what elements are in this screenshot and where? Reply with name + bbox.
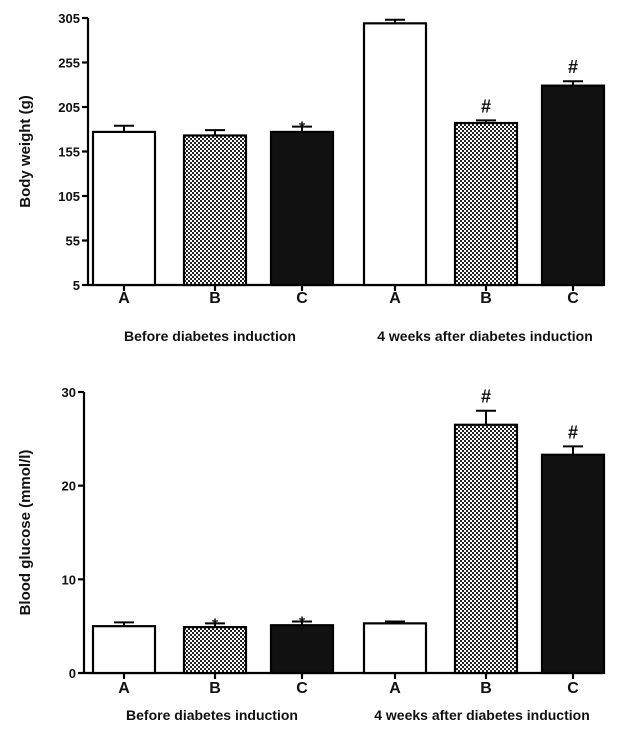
significance-marker: # <box>568 422 578 442</box>
x-category-label: A <box>118 680 130 697</box>
y-tick-label: 30 <box>62 385 76 400</box>
bar-2-B <box>453 121 519 287</box>
bar-1-B <box>182 626 248 675</box>
y-axis-label: Body weight (g) <box>17 95 34 208</box>
bar-2-C <box>540 84 606 287</box>
y-tick-label: 10 <box>62 572 76 587</box>
y-tick-label: 305 <box>58 11 80 26</box>
y-tick-label: 0 <box>69 666 76 681</box>
group-label: 4 weeks after diabetes induction <box>374 707 590 723</box>
x-category-label: B <box>480 680 492 697</box>
significance-marker: # <box>481 387 491 407</box>
x-category-label: B <box>209 290 221 307</box>
y-tick-label: 55 <box>66 234 80 249</box>
bar-2-B <box>453 423 519 675</box>
y-tick-label: 5 <box>73 278 80 293</box>
group-label: 4 weeks after diabetes induction <box>377 328 593 344</box>
y-tick-label: 205 <box>58 100 80 115</box>
y-tick-label: 155 <box>58 145 80 160</box>
y-tick-label: 20 <box>62 479 76 494</box>
group-label: Before diabetes induction <box>126 707 298 723</box>
bar-1-C <box>269 624 335 675</box>
x-category-label: A <box>389 290 401 307</box>
x-category-label: B <box>209 680 221 697</box>
bar-2-A <box>362 22 428 287</box>
bar-2-C <box>540 453 606 675</box>
x-category-label: C <box>567 680 579 697</box>
significance-marker: * <box>299 614 306 631</box>
x-category-label: C <box>567 290 579 307</box>
significance-marker: # <box>568 57 578 77</box>
x-category-label: C <box>296 680 308 697</box>
group-label: Before diabetes induction <box>124 328 296 344</box>
significance-marker: * <box>212 616 219 633</box>
significance-marker: # <box>481 96 491 116</box>
bar-1-A <box>91 625 157 675</box>
bar-1-B <box>182 134 248 287</box>
y-tick-label: 105 <box>58 189 80 204</box>
y-axis-label: Blood glucose (mmol/l) <box>17 450 34 616</box>
x-category-label: A <box>389 680 401 697</box>
significance-marker: * <box>299 120 306 137</box>
bar-2-A <box>362 622 428 675</box>
x-category-label: A <box>118 290 130 307</box>
y-tick-label: 255 <box>58 56 80 71</box>
chart-panel-2: 0 10 20 30 Blood glucose (mmol/l) A B * C * Before… <box>17 385 606 723</box>
bar-1-C <box>269 130 335 287</box>
x-category-label: B <box>480 290 492 307</box>
bar-1-A <box>91 130 157 287</box>
x-category-label: C <box>296 290 308 307</box>
